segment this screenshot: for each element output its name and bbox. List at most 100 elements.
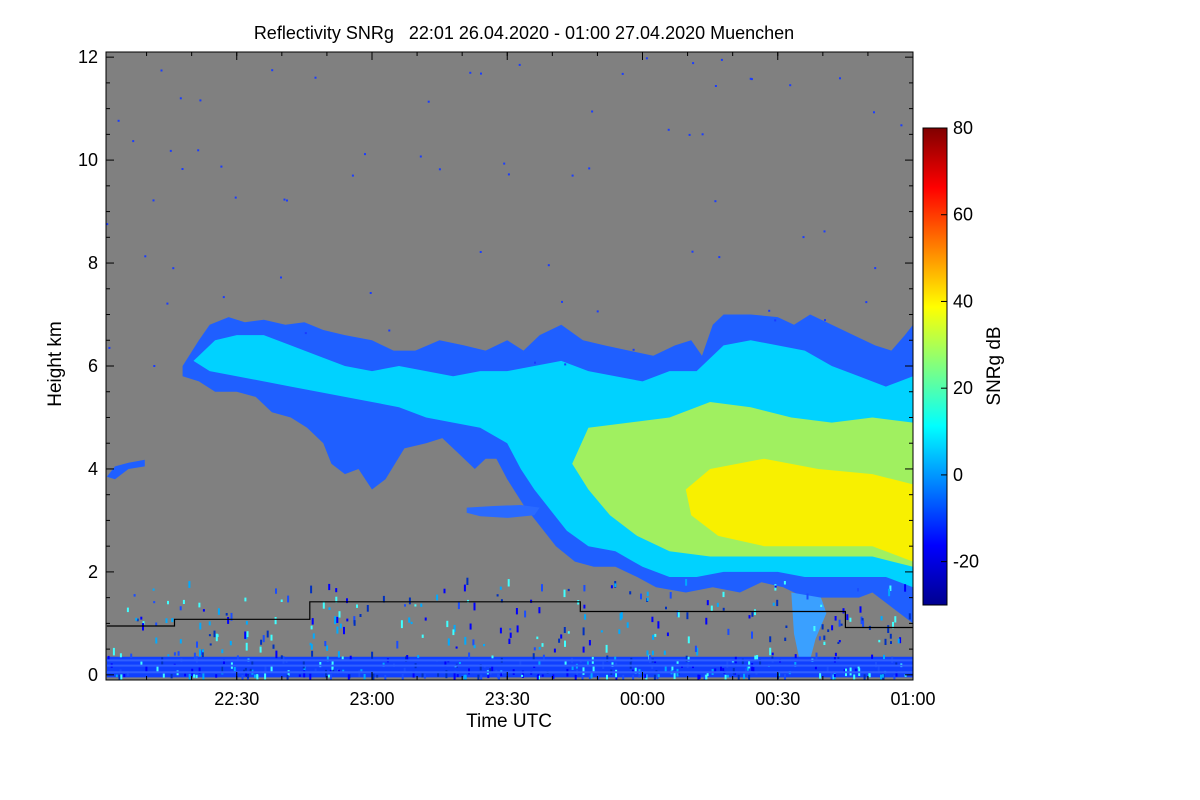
noise-speckle	[834, 652, 837, 657]
noise-speckle	[507, 579, 510, 587]
noise-speckle	[908, 613, 911, 620]
noise-speckle	[676, 660, 679, 664]
noise-speckle	[778, 673, 781, 677]
noise-speckle	[188, 673, 191, 680]
noise-speckle	[272, 644, 275, 649]
noise-speckle	[597, 674, 600, 680]
noise-speckle	[687, 636, 690, 644]
noise-speckle	[133, 594, 136, 597]
noise-speckle	[260, 639, 263, 645]
x-tick-label: 00:00	[620, 689, 665, 709]
noise-speckle	[266, 630, 269, 638]
noise-speckle	[714, 85, 717, 87]
noise-speckle	[405, 656, 407, 662]
noise-speckle	[438, 168, 441, 171]
noise-speckle	[153, 365, 156, 367]
noise-speckle	[366, 605, 369, 612]
noise-speckle	[671, 666, 674, 671]
noise-speckle	[309, 642, 312, 646]
noise-speckle	[819, 673, 822, 679]
noise-speckle	[173, 652, 176, 656]
noise-speckle	[741, 658, 744, 665]
noise-speckle	[591, 110, 594, 113]
noise-speckle	[469, 623, 472, 630]
colorbar-tick-label: -20	[953, 552, 979, 572]
noise-speckle	[179, 606, 182, 611]
noise-speckle	[479, 251, 482, 253]
noise-speckle	[614, 656, 617, 661]
noise-speckle	[622, 674, 625, 680]
noise-speckle	[838, 640, 841, 643]
noise-speckle	[406, 655, 409, 662]
noise-speckle	[893, 674, 896, 680]
noise-speckle	[310, 585, 313, 594]
noise-speckle	[536, 636, 539, 640]
noise-speckle	[837, 641, 840, 644]
noise-speckle	[167, 600, 169, 605]
noise-speckle	[427, 100, 430, 103]
noise-speckle	[222, 296, 225, 299]
noise-speckle	[857, 666, 860, 669]
noise-speckle	[160, 69, 163, 72]
noise-speckle	[784, 674, 786, 680]
y-tick-label: 2	[88, 562, 98, 582]
noise-speckle	[372, 673, 375, 680]
noise-speckle	[236, 655, 239, 662]
noise-speckle	[582, 667, 585, 675]
noise-speckle	[541, 674, 544, 677]
noise-speckle	[326, 645, 329, 651]
noise-speckle	[464, 636, 467, 645]
noise-speckle	[480, 72, 482, 75]
noise-speckle	[688, 133, 691, 136]
noise-speckle	[275, 588, 277, 594]
noise-speckle	[314, 76, 317, 79]
noise-speckle	[714, 668, 717, 673]
noise-speckle	[600, 630, 603, 633]
y-tick-label: 6	[88, 356, 98, 376]
noise-speckle	[419, 155, 422, 158]
colorbar-tick-label: 40	[953, 291, 973, 311]
noise-speckle	[698, 674, 701, 679]
noise-speckle	[280, 276, 282, 279]
x-tick-label: 01:00	[890, 689, 935, 709]
x-axis-label: Time UTC	[466, 711, 552, 732]
noise-speckle	[732, 667, 735, 675]
noise-speckle	[751, 631, 753, 639]
colorbar-tick-label: 20	[953, 378, 973, 398]
noise-speckle	[687, 656, 690, 662]
noise-speckle	[463, 674, 466, 680]
noise-speckle	[303, 670, 306, 678]
noise-speckle	[199, 649, 201, 657]
noise-speckle	[563, 627, 566, 633]
noise-speckle	[691, 250, 694, 253]
noise-speckle	[718, 256, 721, 259]
noise-speckle	[181, 168, 184, 170]
noise-speckle	[657, 674, 660, 678]
noise-speckle	[388, 329, 391, 332]
noise-speckle	[714, 200, 717, 203]
noise-speckle	[145, 665, 148, 673]
noise-speckle	[541, 643, 544, 647]
noise-speckle	[895, 671, 898, 677]
colorbar	[922, 127, 948, 606]
noise-speckle	[644, 674, 647, 678]
noise-speckle	[196, 641, 198, 648]
x-tick-label: 23:00	[349, 689, 394, 709]
noise-speckle	[274, 617, 277, 625]
noise-speckle	[606, 655, 609, 662]
noise-speckle	[457, 602, 460, 610]
noise-speckle	[165, 618, 168, 623]
noise-speckle	[685, 655, 688, 663]
noise-speckle	[533, 665, 536, 668]
noise-speckle	[880, 674, 882, 680]
noise-speckle	[314, 668, 317, 672]
noise-speckle	[270, 665, 273, 672]
noise-speckle	[480, 674, 483, 680]
noise-speckle	[458, 662, 461, 664]
noise-speckle	[837, 656, 840, 659]
noise-speckle	[264, 665, 267, 673]
noise-speckle	[784, 637, 787, 641]
noise-speckle	[500, 599, 503, 603]
noise-speckle	[823, 230, 826, 233]
